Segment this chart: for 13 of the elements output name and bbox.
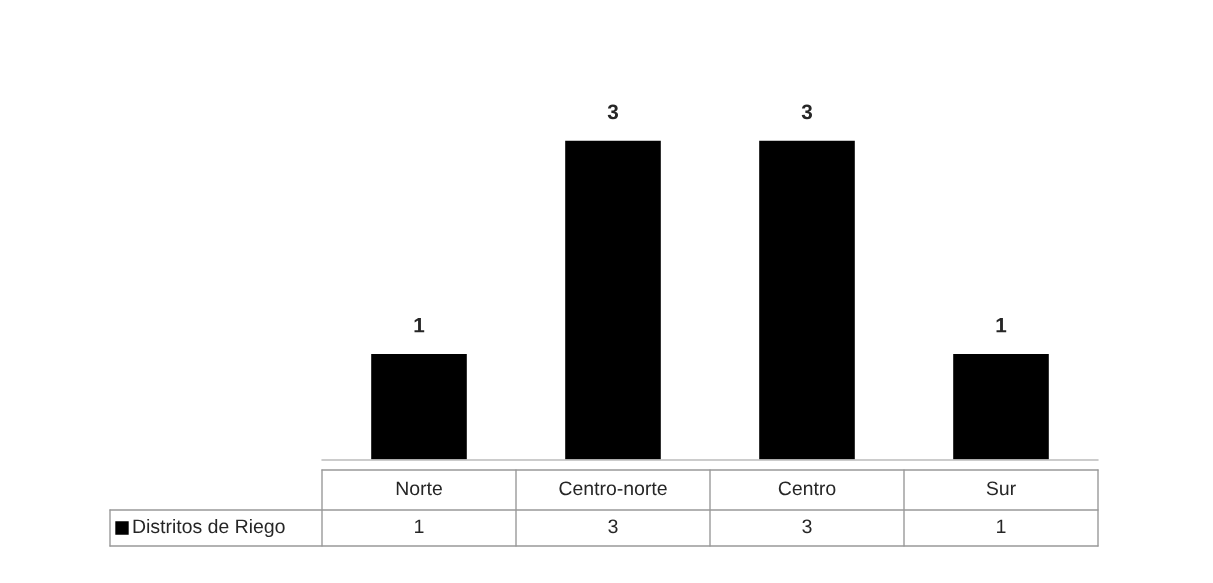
legend-label: Distritos de Riego <box>133 518 285 538</box>
x-tick-label: Centro <box>778 481 836 496</box>
data-label: 3 <box>801 104 813 120</box>
x-tick-label: Norte <box>396 481 442 496</box>
data-label: 3 <box>607 104 619 120</box>
data-label: 1 <box>414 318 425 333</box>
text: 3 <box>608 519 618 534</box>
data-label: 1 <box>996 318 1007 333</box>
x-tick-label: Sur <box>986 481 1016 496</box>
text: 3 <box>802 519 812 534</box>
text: 1 <box>997 519 1006 534</box>
x-tick-label: Centro-norte <box>559 481 667 496</box>
text: 1 <box>415 519 424 534</box>
